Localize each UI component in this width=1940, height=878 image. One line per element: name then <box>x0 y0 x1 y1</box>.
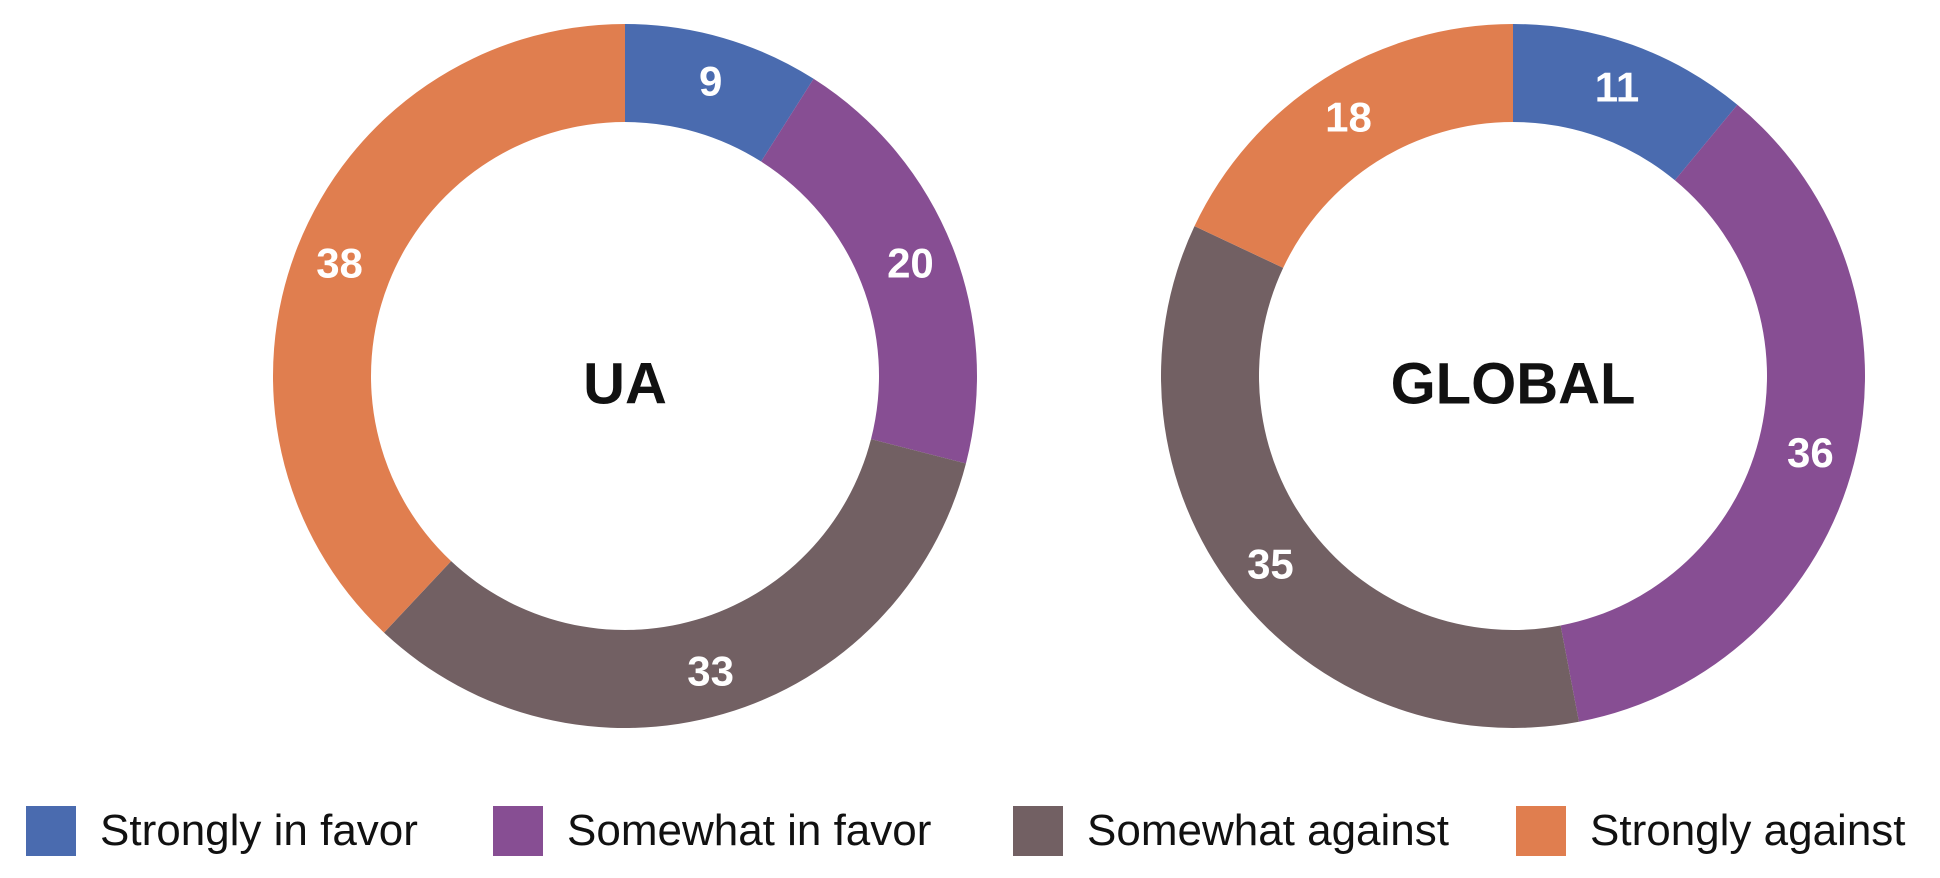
data-label-strongly-in-favor: 11 <box>1595 64 1639 111</box>
data-label-somewhat-in-favor: 36 <box>1787 429 1834 476</box>
data-label-strongly-against: 18 <box>1325 93 1372 140</box>
data-label-strongly-against: 38 <box>316 239 363 286</box>
slice-somewhat-against <box>1160 226 1579 729</box>
slice-somewhat-in-favor <box>761 78 977 464</box>
slice-strongly-in-favor <box>1513 24 1738 181</box>
legend-label: Somewhat against <box>1087 806 1449 855</box>
legend: Strongly in favor Somewhat in favor Some… <box>0 796 1940 866</box>
legend-swatch <box>1013 806 1063 856</box>
chart-title: UA <box>583 352 667 417</box>
legend-item-strongly-in-favor: Strongly in favor <box>26 796 418 866</box>
donut-ua: 9 20 33 38 UA <box>272 24 977 729</box>
legend-swatch <box>493 806 543 856</box>
legend-item-somewhat-in-favor: Somewhat in favor <box>493 796 931 866</box>
legend-item-strongly-against: Strongly against <box>1516 796 1906 866</box>
slice-strongly-against <box>1194 24 1513 268</box>
legend-label: Somewhat in favor <box>567 806 932 855</box>
data-label-somewhat-against: 33 <box>687 647 734 694</box>
legend-item-somewhat-against: Somewhat against <box>1013 796 1449 866</box>
slice-strongly-against <box>272 24 625 633</box>
data-label-somewhat-against: 35 <box>1247 541 1294 588</box>
slice-somewhat-in-favor <box>1560 104 1866 722</box>
slice-strongly-in-favor <box>625 24 814 162</box>
data-label-somewhat-in-favor: 20 <box>887 239 934 286</box>
legend-swatch <box>1516 806 1566 856</box>
chart-title: GLOBAL <box>1391 352 1636 417</box>
legend-label: Strongly against <box>1590 806 1906 855</box>
slice-somewhat-against <box>384 439 966 729</box>
legend-swatch <box>26 806 76 856</box>
data-label-strongly-in-favor: 9 <box>699 58 722 105</box>
donut-global: 11 36 35 18 GLOBAL <box>1160 24 1866 729</box>
legend-label: Strongly in favor <box>100 806 418 855</box>
